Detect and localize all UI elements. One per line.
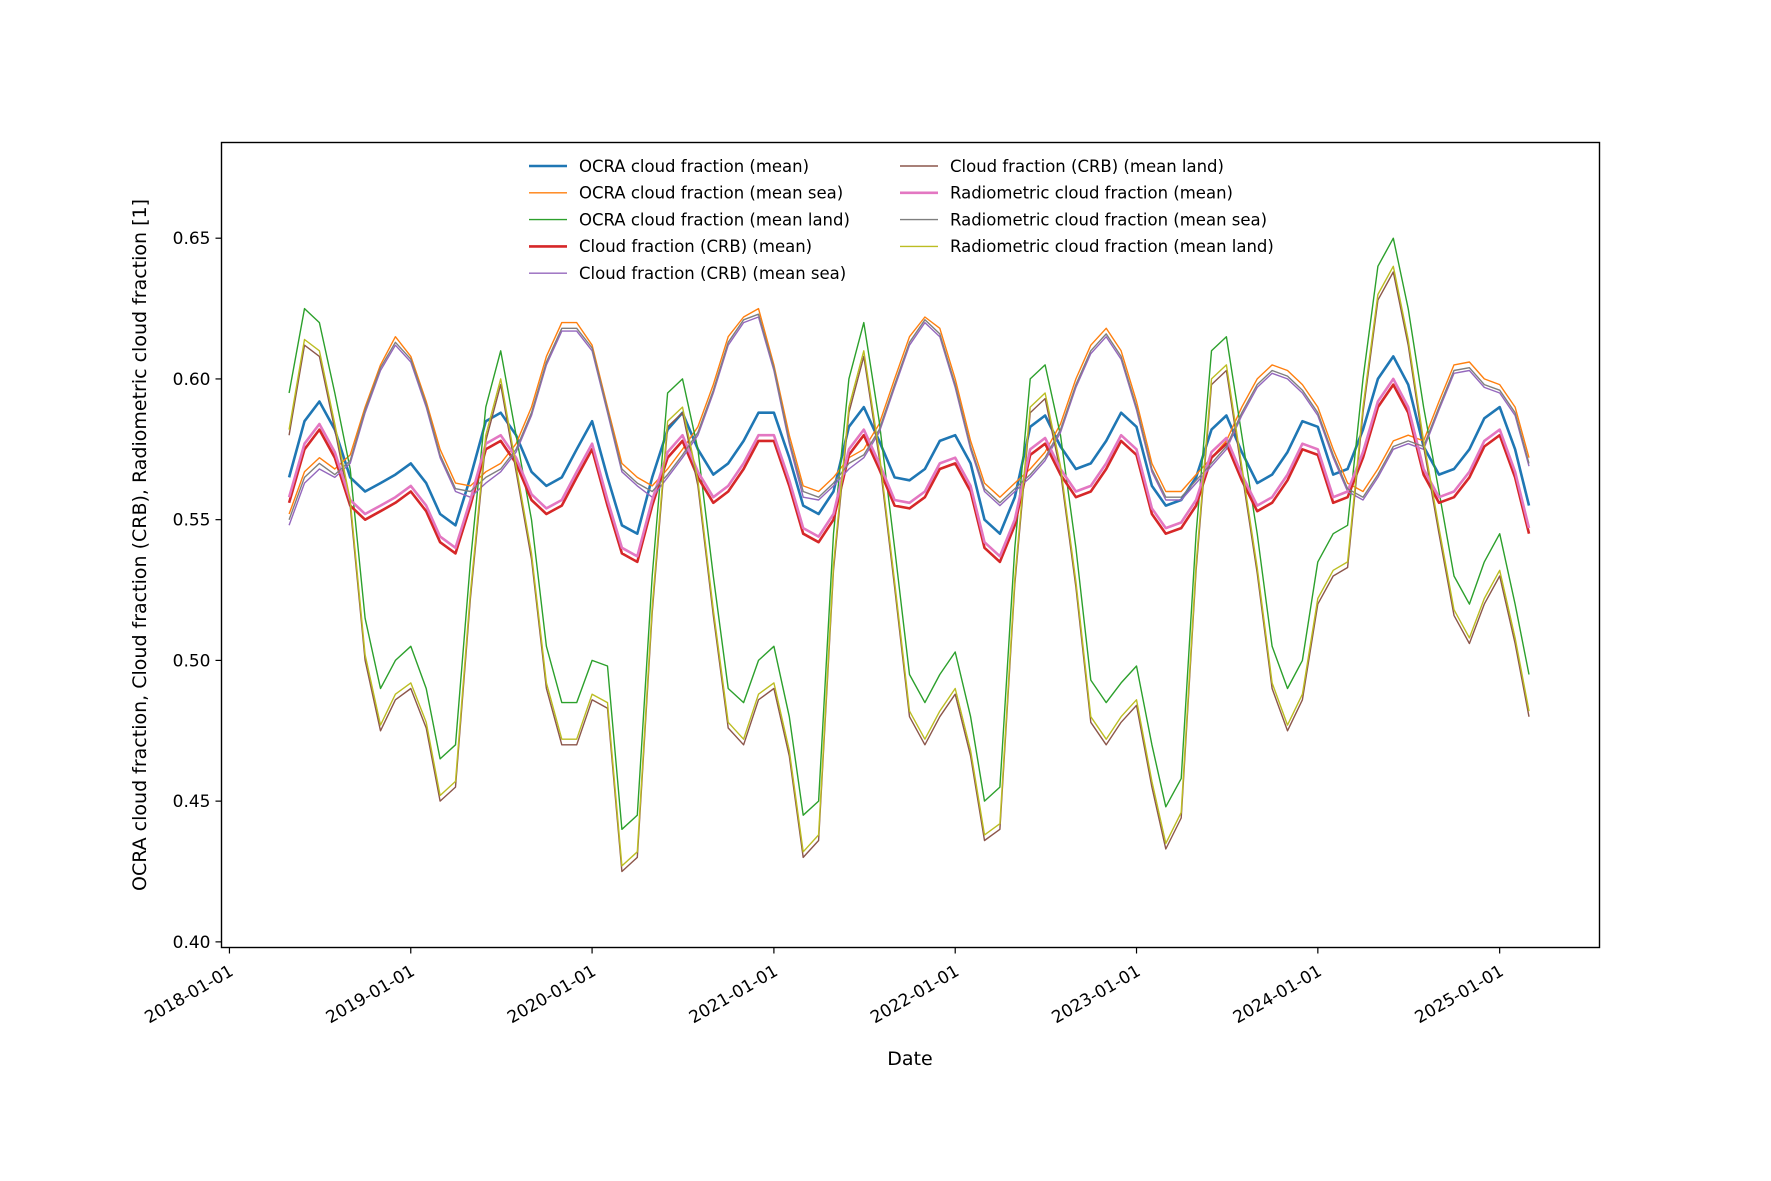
legend-item-ocra-cloud-fraction-mean: OCRA cloud fraction (mean) — [529, 157, 809, 176]
legend-label: OCRA cloud fraction (mean) — [579, 157, 809, 176]
legend: OCRA cloud fraction (mean) OCRA cloud fra… — [529, 157, 1274, 283]
x-axis-label: Date — [887, 1048, 932, 1070]
legend-item-ocra-cloud-fraction-mean-sea: OCRA cloud fraction (mean sea) — [529, 184, 843, 203]
series-line-cloud-fraction-crb-mean — [287, 383, 1531, 564]
series-line-ocra-cloud-fraction-mean-land — [288, 237, 1530, 830]
y-tick-label: 0.60 — [173, 370, 211, 390]
y-tick-label: 0.55 — [173, 511, 211, 531]
legend-item-radiometric-cloud-fraction-mean: Radiometric cloud fraction (mean) — [900, 184, 1233, 203]
legend-label: Radiometric cloud fraction (mean) — [950, 184, 1233, 203]
legend-label: Cloud fraction (CRB) (mean land) — [950, 157, 1224, 176]
plot-frame — [220, 141, 1601, 949]
series-line-radiometric-cloud-fraction-mean — [287, 377, 1531, 558]
legend-label: OCRA cloud fraction (mean land) — [579, 210, 850, 229]
y-tick-label: 0.45 — [173, 792, 211, 812]
legend-label: Cloud fraction (CRB) (mean) — [579, 237, 812, 256]
series-line-ocra-cloud-fraction-mean-sea — [288, 307, 1530, 515]
y-axis: 0.40 0.45 0.50 0.55 0.60 0.65 — [173, 229, 222, 953]
legend-item-cloud-fraction-crb-mean-land: Cloud fraction (CRB) (mean land) — [900, 157, 1224, 176]
series-line-cloud-fraction-crb-mean-sea — [288, 316, 1530, 526]
y-tick-label: 0.65 — [173, 229, 211, 249]
legend-label: Radiometric cloud fraction (mean land) — [950, 237, 1274, 256]
series-line-radiometric-cloud-fraction-mean-sea — [288, 313, 1530, 520]
series-layer — [287, 237, 1531, 873]
series-line-ocra-cloud-fraction-mean — [287, 355, 1531, 536]
legend-item-radiometric-cloud-fraction-mean-sea: Radiometric cloud fraction (mean sea) — [900, 210, 1267, 229]
legend-item-cloud-fraction-crb-mean-sea: Cloud fraction (CRB) (mean sea) — [529, 264, 846, 283]
legend-label: Radiometric cloud fraction (mean sea) — [950, 210, 1267, 229]
legend-item-ocra-cloud-fraction-mean-land: OCRA cloud fraction (mean land) — [529, 210, 850, 229]
y-tick-label: 0.40 — [173, 933, 211, 953]
legend-item-radiometric-cloud-fraction-mean-land: Radiometric cloud fraction (mean land) — [900, 237, 1274, 256]
legend-label: OCRA cloud fraction (mean sea) — [579, 184, 843, 203]
legend-item-cloud-fraction-crb-mean: Cloud fraction (CRB) (mean) — [529, 237, 812, 256]
y-tick-label: 0.50 — [173, 651, 211, 671]
series-line-radiometric-cloud-fraction-mean-land — [288, 265, 1530, 867]
y-axis-label: OCRA cloud fraction, Cloud fraction (CRB… — [129, 199, 151, 891]
series-line-cloud-fraction-crb-mean-land — [288, 271, 1530, 873]
legend-label: Cloud fraction (CRB) (mean sea) — [579, 264, 846, 283]
